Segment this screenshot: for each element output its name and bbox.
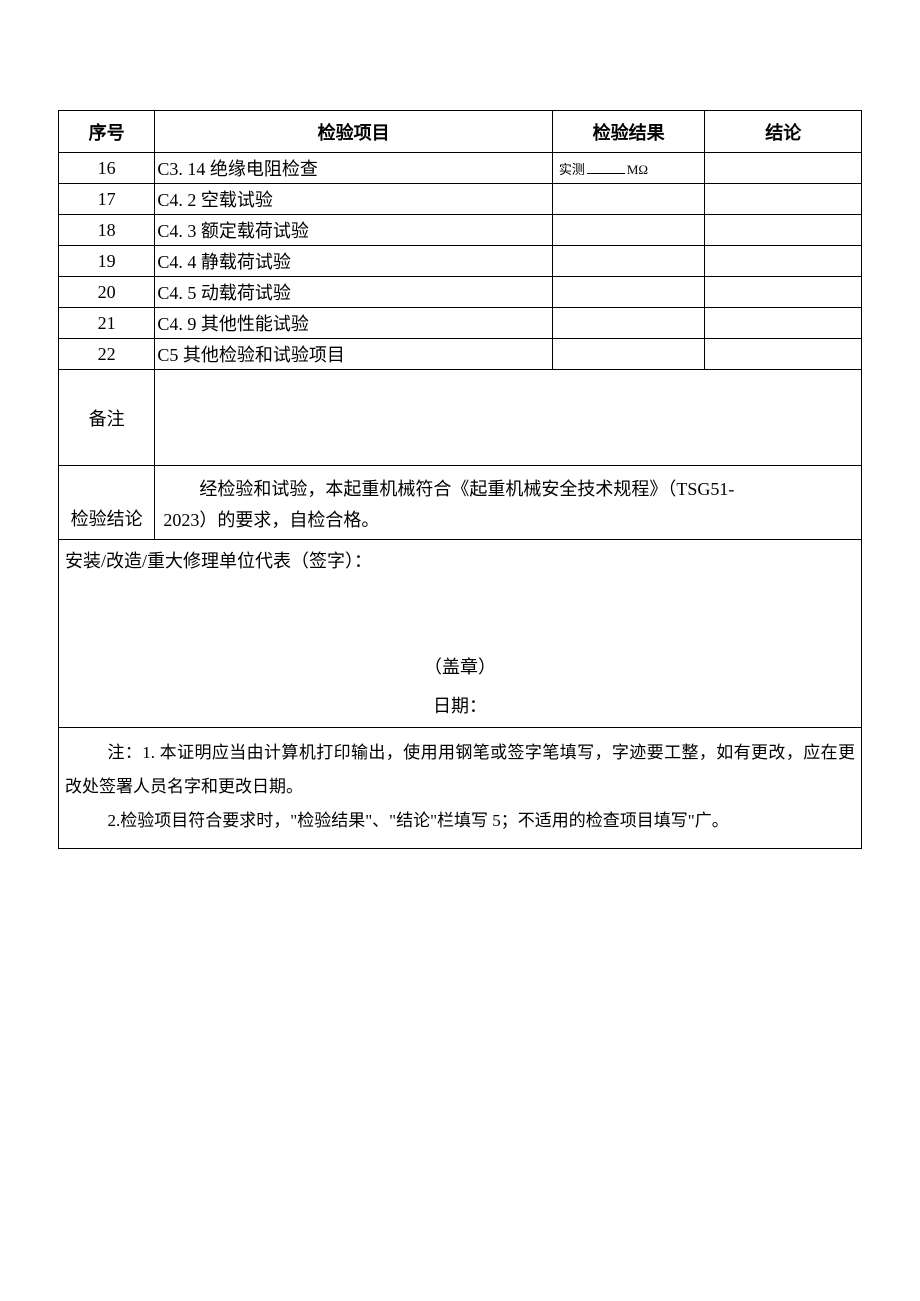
table-row: 20 C4. 5 动载荷试验 (59, 277, 862, 308)
table-row: 17 C4. 2 空载试验 (59, 184, 862, 215)
conclusion-label: 检验结论 (59, 466, 155, 540)
cell-conclusion (705, 184, 862, 215)
cell-conclusion (705, 215, 862, 246)
table-row: 19 C4. 4 静载荷试验 (59, 246, 862, 277)
header-conclusion: 结论 (705, 111, 862, 153)
cell-seq: 22 (59, 339, 155, 370)
cell-seq: 16 (59, 153, 155, 184)
conclusion-row: 检验结论 经检验和试验，本起重机械符合《起重机械安全技术规程》（TSG51- 2… (59, 466, 862, 540)
cell-result (552, 277, 705, 308)
header-seq: 序号 (59, 111, 155, 153)
result-prefix: 实测 (559, 162, 585, 177)
note-1: 注：1. 本证明应当由计算机打印输出，使用用钢笔或签字笔填写，字迹要工整，如有更… (65, 736, 855, 804)
stamp-label: （盖章） (65, 650, 855, 684)
note-2: 2.检验项目符合要求时，"检验结果"、"结论"栏填写 5；不适用的检查项目填写"… (65, 804, 855, 838)
table-row: 21 C4. 9 其他性能试验 (59, 308, 862, 339)
notes-row: 注：1. 本证明应当由计算机打印输出，使用用钢笔或签字笔填写，字迹要工整，如有更… (59, 727, 862, 848)
signature-line: 安装/改造/重大修理单位代表（签字）： (65, 544, 855, 578)
cell-seq: 20 (59, 277, 155, 308)
conclusion-text-2: 2023）的要求，自检合格。 (163, 510, 379, 530)
result-unit: MΩ (627, 162, 648, 177)
cell-result: 实测 MΩ (552, 153, 705, 184)
cell-result (552, 339, 705, 370)
notes-cell: 注：1. 本证明应当由计算机打印输出，使用用钢笔或签字笔填写，字迹要工整，如有更… (59, 727, 862, 848)
cell-result (552, 246, 705, 277)
cell-item: C4. 3 额定载荷试验 (155, 215, 552, 246)
cell-result (552, 184, 705, 215)
cell-item: C4. 9 其他性能试验 (155, 308, 552, 339)
remark-row: 备注 (59, 370, 862, 466)
cell-item: C4. 2 空载试验 (155, 184, 552, 215)
cell-seq: 17 (59, 184, 155, 215)
remark-body (155, 370, 862, 466)
remark-label: 备注 (59, 370, 155, 466)
conclusion-body: 经检验和试验，本起重机械符合《起重机械安全技术规程》（TSG51- 2023）的… (155, 466, 862, 540)
cell-conclusion (705, 277, 862, 308)
cell-conclusion (705, 246, 862, 277)
header-item: 检验项目 (155, 111, 552, 153)
cell-item: C4. 5 动载荷试验 (155, 277, 552, 308)
cell-item: C4. 4 静载荷试验 (155, 246, 552, 277)
cell-seq: 21 (59, 308, 155, 339)
cell-seq: 18 (59, 215, 155, 246)
cell-result (552, 308, 705, 339)
cell-conclusion (705, 308, 862, 339)
table-header-row: 序号 检验项目 检验结果 结论 (59, 111, 862, 153)
cell-item: C5 其他检验和试验项目 (155, 339, 552, 370)
cell-result (552, 215, 705, 246)
cell-conclusion (705, 153, 862, 184)
signature-cell: 安装/改造/重大修理单位代表（签字）： （盖章） 日期： (59, 540, 862, 728)
cell-conclusion (705, 339, 862, 370)
fill-line (587, 160, 625, 174)
inspection-table: 序号 检验项目 检验结果 结论 16 C3. 14 绝缘电阻检查 实测 MΩ 17… (58, 110, 862, 849)
signature-row: 安装/改造/重大修理单位代表（签字）： （盖章） 日期： (59, 540, 862, 728)
conclusion-text-1: 经检验和试验，本起重机械符合《起重机械安全技术规程》（TSG51- (199, 479, 734, 499)
table-row: 18 C4. 3 额定载荷试验 (59, 215, 862, 246)
table-row: 22 C5 其他检验和试验项目 (59, 339, 862, 370)
cell-seq: 19 (59, 246, 155, 277)
cell-item: C3. 14 绝缘电阻检查 (155, 153, 552, 184)
header-result: 检验结果 (552, 111, 705, 153)
date-label: 日期： (65, 689, 855, 723)
table-row: 16 C3. 14 绝缘电阻检查 实测 MΩ (59, 153, 862, 184)
